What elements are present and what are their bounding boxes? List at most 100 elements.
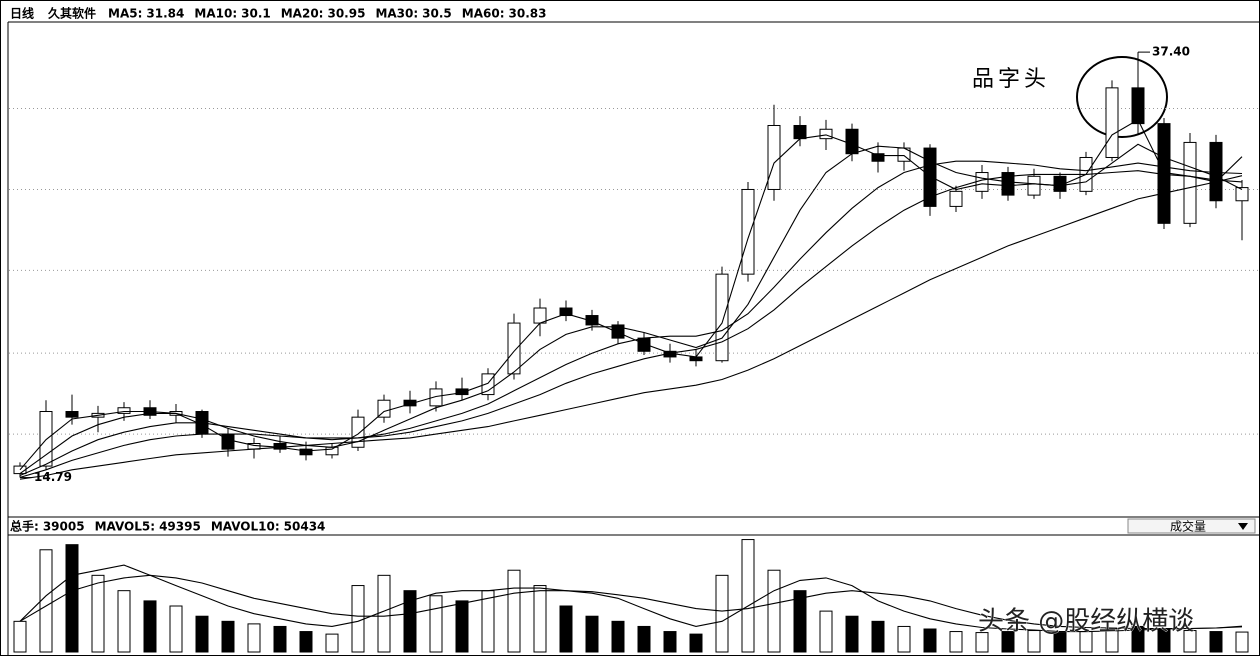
- ma-legend-value: 30.5: [422, 7, 452, 21]
- mavol-legend-value: 50434: [284, 520, 326, 534]
- candle-body: [1131, 87, 1145, 125]
- volume-bar: [507, 569, 521, 653]
- volume-bar: [1001, 631, 1015, 653]
- watermark: 头条 @股经纵横谈: [978, 607, 1194, 637]
- candle-body: [1183, 141, 1197, 224]
- volume-bar: [533, 585, 547, 653]
- candle-body: [1235, 187, 1249, 202]
- candle-body: [1209, 141, 1223, 202]
- candle-body: [767, 124, 781, 190]
- volume-bar: [195, 615, 209, 653]
- indicator-dropdown[interactable]: 成交量: [1127, 518, 1256, 534]
- ma-legend-value: 30.1: [241, 7, 271, 21]
- volume-bar: [1183, 630, 1197, 653]
- volume-bar: [325, 633, 339, 653]
- volume-bar: [1235, 631, 1249, 653]
- volume-bar: [429, 595, 443, 653]
- candle-body: [533, 307, 547, 324]
- candle-body: [221, 433, 235, 450]
- candle-body: [793, 124, 807, 140]
- ma-legend-name: MA60:: [462, 7, 505, 21]
- volume-bar: [65, 544, 79, 653]
- volume-bar: [143, 600, 157, 653]
- volume-bar: [1105, 628, 1119, 653]
- candle-body: [429, 388, 443, 407]
- ma-line: [19, 160, 1243, 477]
- ma-line: [19, 175, 1243, 480]
- mavol-legend-name: MAVOL5:: [95, 520, 156, 534]
- volume-bar: [91, 574, 105, 653]
- mavol-line: [19, 574, 1243, 630]
- volume-bar: [585, 615, 599, 653]
- volume-panel: [13, 539, 1249, 653]
- volume-bar: [611, 620, 625, 653]
- candle-body: [715, 273, 729, 362]
- dropdown-box[interactable]: [1127, 518, 1256, 534]
- candle-body: [117, 407, 131, 414]
- min-label: 14.79: [34, 470, 72, 484]
- candle-body: [325, 446, 339, 456]
- volume-legend-name: 总手:: [10, 519, 39, 534]
- dropdown-arrow[interactable]: [1238, 523, 1248, 530]
- candle-body: [403, 399, 417, 407]
- volume-bar: [689, 633, 703, 653]
- ma-legend-value: 30.83: [509, 7, 547, 21]
- volume-bar: [715, 574, 729, 653]
- ma-legend-name: MA30:: [375, 7, 418, 21]
- volume-header: 总手: 39005 MAVOL5: 49395 MAVOL10: 50434: [10, 519, 325, 534]
- ma-legend-name: MA10:: [194, 7, 237, 21]
- candle-body: [1105, 87, 1119, 158]
- candle-body: [481, 373, 495, 396]
- volume-bar: [845, 615, 859, 653]
- volume-bar: [247, 623, 261, 653]
- volume-bar: [975, 632, 989, 653]
- volume-bar: [923, 628, 937, 653]
- candle-body: [1053, 175, 1067, 192]
- stock-name: 久其软件: [48, 6, 96, 21]
- candle-body: [871, 153, 885, 162]
- candle-body: [611, 324, 625, 339]
- period-label: 日线: [10, 6, 34, 21]
- price-header: 日线 久其软件 MA5: 31.84 MA10: 30.1 MA20: 30.95 MA30: 3…: [10, 6, 546, 21]
- volume-bar: [351, 585, 365, 653]
- volume-bar: [741, 539, 755, 653]
- volume-bar: [1053, 632, 1067, 653]
- volume-bar: [663, 631, 677, 653]
- candle-body: [507, 322, 521, 375]
- ma-legend-name: MA20:: [281, 7, 324, 21]
- ma-legend-name: MA5:: [108, 7, 142, 21]
- volume-bar: [1131, 625, 1145, 653]
- dropdown-label[interactable]: 成交量: [1170, 519, 1206, 534]
- volume-bar: [1209, 631, 1223, 653]
- max-label: 37.40: [1152, 45, 1190, 59]
- volume-bar: [793, 590, 807, 653]
- volume-bar: [403, 590, 417, 653]
- volume-bar: [169, 605, 183, 653]
- volume-bar: [455, 600, 469, 653]
- candle-body: [299, 448, 313, 456]
- candle-body: [637, 337, 651, 352]
- candle-body: [819, 128, 833, 140]
- volume-legend-value: 39005: [43, 520, 85, 534]
- price-panel: [13, 52, 1249, 480]
- ma-line: [19, 143, 1243, 475]
- volume-bar: [39, 549, 53, 653]
- volume-bar: [819, 610, 833, 653]
- volume-bar: [481, 590, 495, 653]
- volume-bar: [897, 625, 911, 653]
- candle-body: [13, 465, 27, 475]
- candle-body: [559, 307, 573, 317]
- candle-body: [923, 147, 937, 207]
- candle-body: [377, 399, 391, 418]
- volume-bar: [117, 590, 131, 653]
- candle-body: [845, 128, 859, 155]
- volume-bar: [871, 620, 885, 653]
- candle-body: [585, 315, 599, 326]
- ma-legend-value: 30.95: [327, 7, 365, 21]
- mavol-line: [19, 564, 1243, 633]
- highlight-circle: [1076, 56, 1168, 138]
- candle-body: [741, 188, 755, 275]
